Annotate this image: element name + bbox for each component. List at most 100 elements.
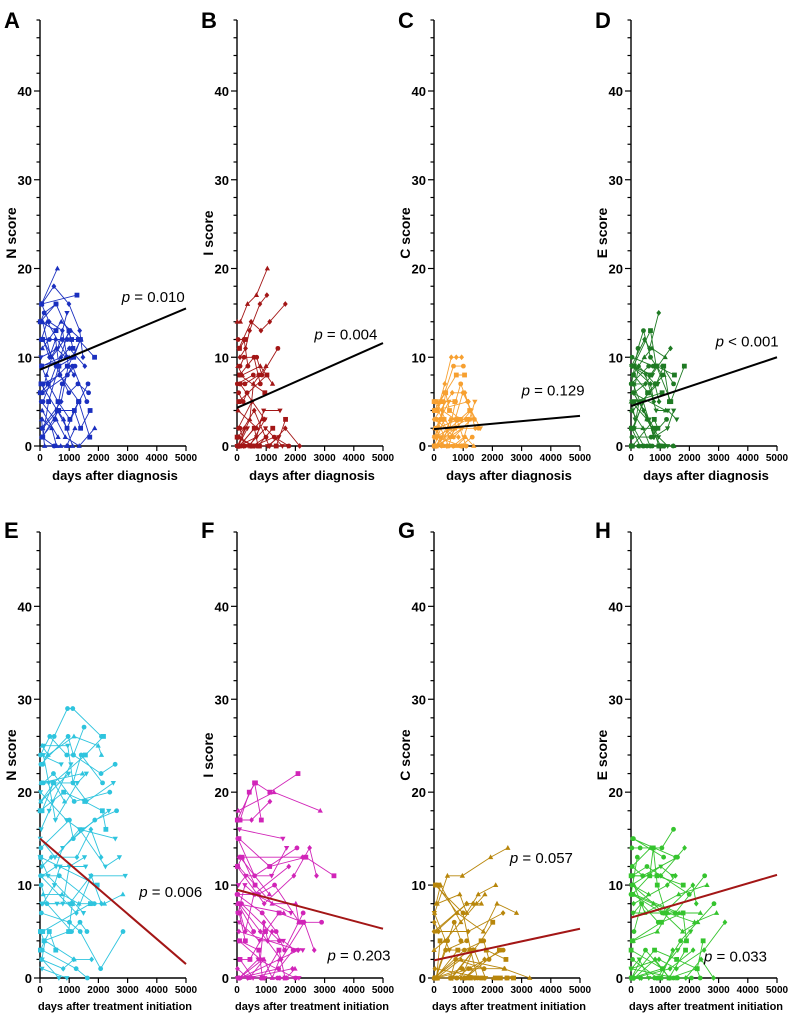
p-value-annotation: p = 0.129 (521, 382, 585, 399)
subject-line (41, 968, 67, 979)
data-point (84, 975, 90, 981)
data-point (463, 444, 469, 449)
data-point (38, 355, 44, 361)
data-point (72, 425, 78, 431)
subject-line (632, 392, 666, 411)
data-point (656, 398, 662, 405)
x-tick-label: 2000 (284, 453, 307, 464)
y-tick-label: 0 (419, 971, 426, 986)
p-value: = 0.006 (148, 884, 203, 901)
data-point (276, 947, 282, 953)
data-point (513, 910, 520, 915)
data-point (269, 975, 275, 980)
data-point (235, 883, 242, 888)
data-point (56, 873, 62, 879)
data-point (502, 965, 508, 971)
data-point (38, 416, 45, 422)
data-point (711, 975, 716, 981)
data-point (660, 363, 666, 369)
data-point (629, 845, 635, 851)
panel-letter: H (595, 518, 611, 543)
p-symbol: p (715, 334, 724, 351)
subject-line (41, 958, 92, 970)
data-point (431, 399, 437, 405)
subject-line (433, 940, 490, 979)
data-point (439, 399, 444, 405)
data-point (98, 771, 104, 776)
panel-letter: G (398, 518, 415, 543)
y-tick-label: 10 (215, 878, 229, 893)
data-point (630, 957, 635, 962)
subject-line (237, 791, 321, 812)
data-point (701, 947, 707, 954)
data-point (478, 900, 485, 906)
y-tick-label: 40 (412, 84, 426, 99)
data-point (60, 327, 65, 334)
data-point (680, 882, 686, 888)
data-point (457, 891, 463, 897)
data-point (444, 872, 451, 878)
data-point (300, 854, 305, 861)
data-point (248, 318, 254, 325)
data-point (277, 408, 283, 414)
data-point (460, 363, 466, 369)
data-point (630, 911, 637, 916)
data-point (505, 845, 511, 850)
subject-line (633, 838, 664, 858)
p-symbol: p (521, 382, 530, 399)
data-point (107, 789, 113, 795)
data-point (500, 910, 506, 916)
subject-line (41, 736, 104, 811)
y-tick-label: 20 (18, 785, 32, 800)
data-point (237, 425, 243, 431)
data-point (646, 363, 652, 369)
x-tick-label: 5000 (372, 453, 395, 464)
data-point (690, 947, 696, 954)
data-point (674, 417, 680, 423)
data-point (628, 966, 634, 972)
data-point (432, 882, 438, 888)
data-point (234, 900, 241, 906)
x-tick-label: 4000 (737, 985, 760, 996)
data-point (70, 706, 76, 711)
data-point (78, 752, 84, 758)
data-point (92, 817, 98, 823)
data-point (684, 938, 689, 944)
data-point (628, 407, 635, 413)
data-point (39, 808, 45, 814)
data-point (51, 734, 57, 739)
subject-line (631, 940, 704, 979)
data-point (53, 301, 59, 307)
y-tick-label: 10 (18, 350, 32, 365)
data-point (665, 910, 671, 915)
data-point (48, 854, 54, 861)
data-point (679, 928, 686, 934)
x-tick-label: 0 (431, 453, 437, 464)
data-point (262, 416, 268, 423)
data-point (681, 363, 687, 369)
data-point (629, 434, 635, 440)
data-point (656, 309, 662, 316)
data-point (294, 845, 300, 851)
data-point (267, 789, 273, 795)
data-point (487, 854, 494, 860)
data-point (654, 882, 660, 888)
data-point (672, 372, 677, 378)
data-point (94, 882, 100, 888)
data-point (259, 910, 265, 916)
data-point (636, 957, 642, 963)
subject-line (238, 838, 335, 877)
data-point (38, 910, 44, 916)
data-point (494, 900, 500, 906)
data-point (283, 416, 288, 422)
data-point (275, 345, 281, 351)
data-point (471, 443, 477, 448)
data-point (40, 434, 46, 440)
data-point (236, 910, 242, 916)
y-tick-label: 40 (609, 84, 623, 99)
data-point (462, 372, 467, 378)
x-tick-label: 3000 (313, 985, 336, 996)
data-point (458, 443, 464, 449)
subject-line (238, 866, 300, 923)
x-tick-label: 0 (234, 985, 240, 996)
